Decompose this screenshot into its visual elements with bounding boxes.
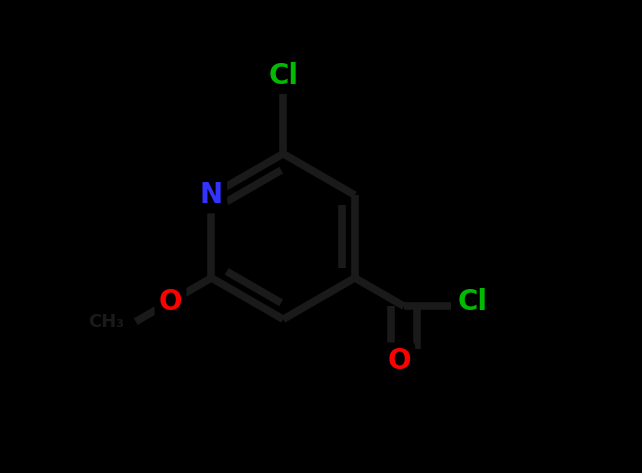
Text: CH₃: CH₃ [88,313,124,331]
Text: Cl: Cl [268,61,298,90]
Text: Cl: Cl [458,288,487,315]
Text: O: O [159,288,182,315]
Text: N: N [200,181,223,209]
Text: O: O [388,347,411,375]
